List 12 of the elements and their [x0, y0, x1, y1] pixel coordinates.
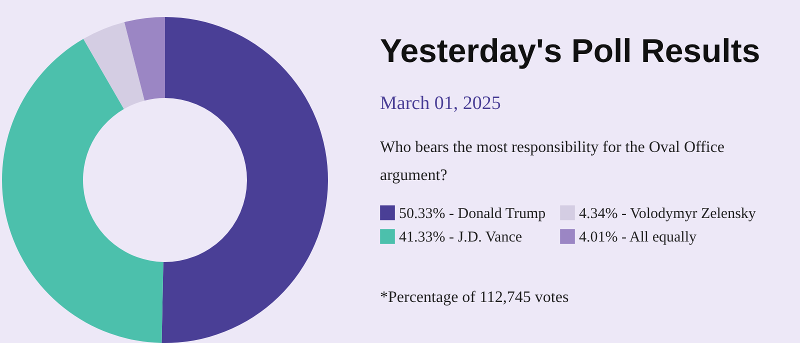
donut-slice [2, 38, 164, 343]
legend-label: 4.34% - Volodymyr Zelensky [579, 206, 756, 222]
donut-slice [83, 22, 145, 110]
legend-label: 41.33% - J.D. Vance [399, 230, 522, 246]
text: *Percentage of 112,745 votes [380, 289, 569, 306]
legend-label: 50.33% - Donald Trump [399, 206, 546, 222]
text: Who bears the most responsibility for the Oval Office argument? [380, 139, 725, 184]
text: Yesterday's Poll Results [380, 32, 760, 69]
donut-slice [124, 17, 165, 101]
legend-label: 4.01% - All equally [579, 230, 697, 246]
text: March 01, 2025 [380, 93, 501, 114]
donut-slice [162, 17, 328, 343]
